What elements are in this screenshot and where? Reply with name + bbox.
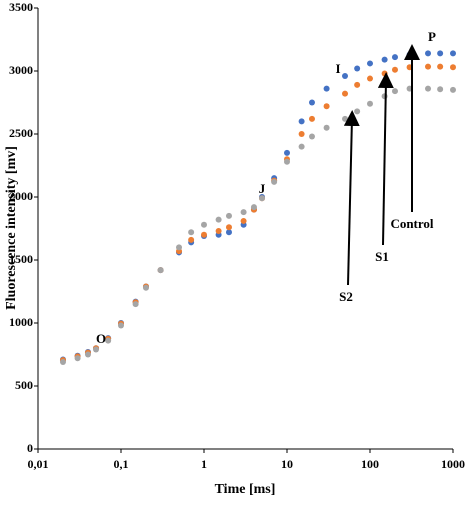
annotation: I <box>335 61 340 76</box>
point <box>354 81 361 88</box>
y-tick-label: 0 <box>27 441 33 455</box>
point <box>188 236 195 243</box>
point <box>342 115 349 122</box>
point <box>176 244 183 251</box>
x-tick-label: 1000 <box>441 457 465 471</box>
point <box>437 86 444 93</box>
point <box>250 204 257 211</box>
point <box>367 75 373 82</box>
point <box>259 195 266 202</box>
point <box>342 73 349 80</box>
y-tick-label: 3000 <box>9 63 33 77</box>
y-tick-label: 1500 <box>9 252 33 266</box>
y-tick-label: 2500 <box>9 126 33 140</box>
point <box>323 85 330 92</box>
y-axis-title: Fluorescence intensity [mv] <box>4 146 19 310</box>
point <box>298 143 305 150</box>
point <box>93 346 100 353</box>
point <box>84 351 91 358</box>
point <box>308 115 315 122</box>
point <box>271 178 278 185</box>
point <box>225 224 232 231</box>
point <box>201 231 207 238</box>
point <box>425 50 432 57</box>
point <box>157 267 164 274</box>
annotation: O <box>96 331 106 346</box>
x-axis-title: Time [ms] <box>215 482 276 497</box>
annotation: S2 <box>339 289 353 304</box>
point <box>59 359 66 366</box>
point <box>308 99 315 106</box>
point <box>367 60 373 67</box>
point <box>225 212 232 219</box>
point <box>225 229 232 236</box>
point <box>381 70 388 77</box>
point <box>354 108 361 115</box>
annotation-arrow <box>343 110 360 286</box>
point <box>323 103 330 110</box>
point <box>354 65 361 72</box>
point <box>450 86 456 93</box>
point <box>450 50 456 57</box>
y-tick-label: 2000 <box>9 189 33 203</box>
point <box>391 66 398 73</box>
point <box>391 88 398 95</box>
point <box>425 85 432 92</box>
point <box>298 118 305 125</box>
point <box>201 221 207 228</box>
point <box>425 63 432 70</box>
point <box>437 50 444 57</box>
point <box>450 64 456 71</box>
y-tick-label: 3500 <box>9 0 33 14</box>
point <box>215 216 222 223</box>
point <box>105 337 112 344</box>
annotation: Control <box>390 216 433 231</box>
point <box>215 228 222 235</box>
point <box>381 56 388 63</box>
y-tick-label: 500 <box>15 378 33 392</box>
point <box>308 133 315 140</box>
point <box>342 90 349 97</box>
y-tick-label: 1000 <box>9 315 33 329</box>
point <box>188 229 195 236</box>
x-tick-label: 0,1 <box>114 457 129 471</box>
point <box>240 217 247 224</box>
point <box>391 54 398 61</box>
point <box>323 124 330 131</box>
annotation-arrow <box>377 72 394 246</box>
point <box>142 284 149 291</box>
point <box>118 322 124 329</box>
point <box>74 355 81 362</box>
point <box>367 100 373 107</box>
x-tick-label: 1 <box>201 457 207 471</box>
point <box>132 301 139 308</box>
point <box>437 63 444 70</box>
point <box>284 149 290 156</box>
point <box>298 131 305 137</box>
annotation: J <box>259 181 266 196</box>
x-tick-label: 100 <box>361 457 379 471</box>
annotation: P <box>428 29 436 44</box>
annotation: S1 <box>375 249 389 264</box>
point <box>240 209 247 216</box>
x-tick-label: 10 <box>281 457 293 471</box>
point <box>284 158 290 165</box>
x-tick-label: 0,01 <box>28 457 49 471</box>
